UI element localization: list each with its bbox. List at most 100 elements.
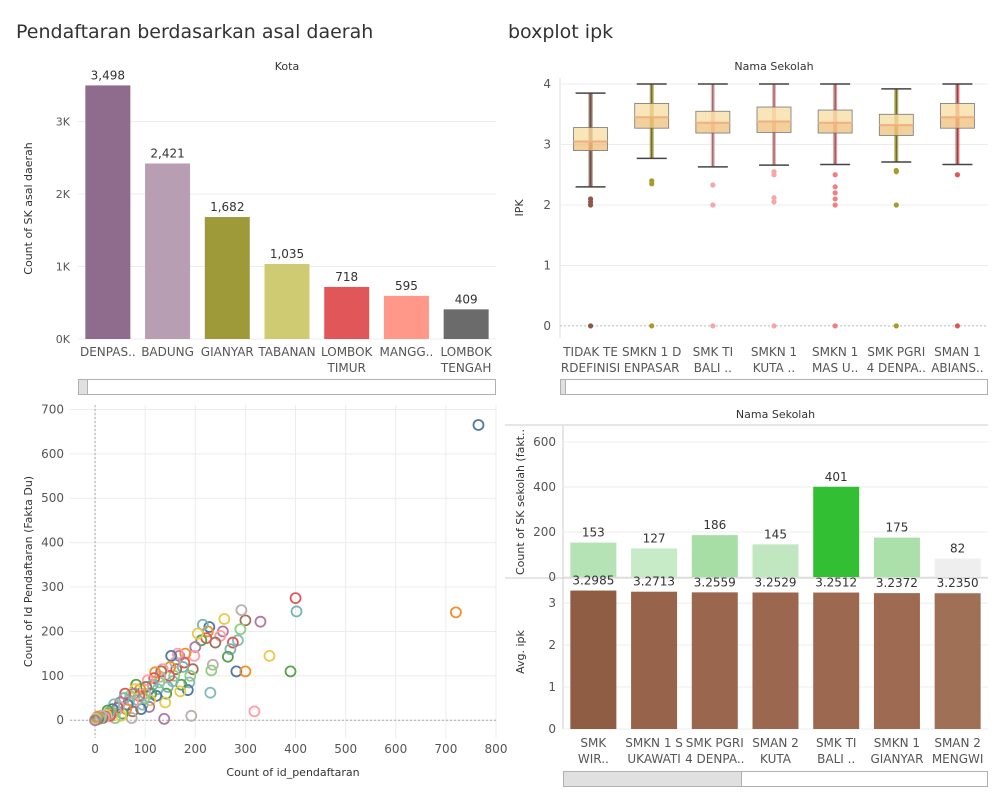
scatter-point [125,712,138,724]
boxplot-outlier-point [771,323,777,329]
sekolah-x-tick-label: GIANYAR [870,752,923,766]
sekolah-bar [570,590,617,729]
kota-horizontal-scrollbar[interactable] [78,379,496,395]
boxplot-scrollbar-thumb[interactable] [561,380,566,394]
boxplot-outlier-point [893,202,899,208]
scatter-point [195,634,208,647]
kota-y-tick-label: 0K [56,333,71,346]
sekolah-y-tick-label: 0 [548,570,556,584]
sekolah-y-tick-label: 200 [533,525,556,539]
boxplot-outlier-point [771,195,777,201]
scatter-y-tick-label: 300 [41,580,64,594]
boxplot-upper-box [879,114,914,126]
kota-bar [145,163,191,339]
boxplot-lower-box [940,117,975,129]
boxplot-x-tick-label: RDEFINISI [561,361,620,375]
scatter-point [248,705,261,718]
boxplot-x-tick-label: ENPASAR [624,361,680,375]
boxplot-upper-box [940,103,975,118]
boxplot-lower-box [634,117,669,129]
kota-y-axis-title: Count of SK asal daerah [22,142,35,274]
scatter-point [284,665,297,678]
scatter-y-tick-label: 200 [41,624,64,638]
boxplot-outlier-point [710,323,716,329]
sekolah-x-tick-label: 4 DENPA.. [685,752,744,766]
boxplot-x-tick-label: KUTA .. [753,361,795,375]
scatter-point [230,665,243,678]
sekolah-x-tick-label: WIR.. [578,752,609,766]
sekolah-scrollbar-thumb[interactable] [564,772,742,786]
kota-bar [324,286,370,339]
boxplot-chart-header: Nama Sekolah [734,60,813,73]
scatter-point [119,687,132,700]
boxplot-outlier-point [954,172,961,178]
left-dashboard-title: Pendaftaran berdasarkan asal daerah [16,21,374,43]
kota-x-tick-label: TABANAN [257,345,315,359]
sekolah-bar [752,592,799,729]
sekolah-bar-value-label: 153 [582,526,605,540]
boxplot-outlier-point [954,323,961,329]
boxplot-outlier-point [710,182,716,188]
scatter-point [204,686,217,699]
boxplot-outlier-point [587,323,594,329]
boxplot-upper-box [695,111,730,123]
kota-bar [85,85,131,340]
kota-x-tick-label: LOMBOK [440,345,493,359]
sekolah-bar-value-label: 401 [825,470,848,484]
sekolah-bar [873,537,920,577]
boxplot-y-tick-label: 0 [543,319,551,333]
sekolah-chart-header: Nama Sekolah [736,408,815,421]
scatter-point [239,665,252,678]
boxplot-upper-box [818,110,853,123]
scatter-point [224,643,237,656]
scatter-x-tick-label: 700 [434,742,457,756]
sekolah-x-tick-label: SMAN 2 [752,736,799,750]
boxplot-outlier-point [649,323,655,329]
kota-y-tick-label: 2K [56,188,71,201]
scatter-point [179,647,192,660]
boxplot-outlier-point [893,323,899,329]
scatter-point [165,649,178,662]
scatter-x-tick-label: 600 [384,742,407,756]
scatter-y-tick-label: 100 [41,669,64,683]
scatter-y-tick-label: 0 [56,713,64,727]
sekolah-y-axis-title: Avg. ipk [514,629,527,673]
boxplot-outlier-point [649,178,655,184]
kota-bar [443,309,489,339]
scatter-point [158,713,171,725]
sekolah-x-tick-label: UKAWATI [627,752,680,766]
kota-scrollbar-thumb[interactable] [79,380,88,394]
kota-bar [383,295,429,339]
scatter-point [235,604,248,617]
sekolah-bar-value-label: 3.2372 [876,576,918,590]
boxplot-lower-box [757,121,791,133]
scatter-point [263,649,276,662]
scatter-point [206,658,219,671]
sekolah-bar-value-label: 175 [885,521,908,535]
scatter-x-tick-label: 500 [334,742,357,756]
boxplot-horizontal-scrollbar[interactable] [560,379,988,395]
scatter-x-tick-label: 300 [234,742,257,756]
scatter-point [472,419,485,431]
kota-bar [204,217,250,339]
boxplot-y-tick-label: 4 [543,77,551,91]
boxplot-upper-box [573,127,608,142]
sekolah-y-tick-label: 400 [533,480,556,494]
kota-bar-value-label: 409 [455,292,478,306]
boxplot-upper-box [634,103,669,118]
boxplot-x-tick-label: TIDAK TE [562,345,618,359]
boxplot-y-axis-title: IPK [513,199,526,217]
scatter-y-axis-title: Count of Id Pendaftaran (Fakta Du) [22,476,35,667]
scatter-point [254,615,267,628]
boxplot-upper-box [757,107,791,122]
sekolah-x-tick-label: SMK [580,736,607,750]
sekolah-y-tick-label: 0 [548,722,556,736]
sekolah-bar-value-label: 3.2512 [815,576,857,590]
boxplot-outlier-point [832,202,838,208]
sekolah-bar [873,593,920,729]
sekolah-y-tick-label: 1 [548,680,556,694]
scatter-point [290,605,303,618]
sekolah-horizontal-scrollbar[interactable] [563,771,988,787]
